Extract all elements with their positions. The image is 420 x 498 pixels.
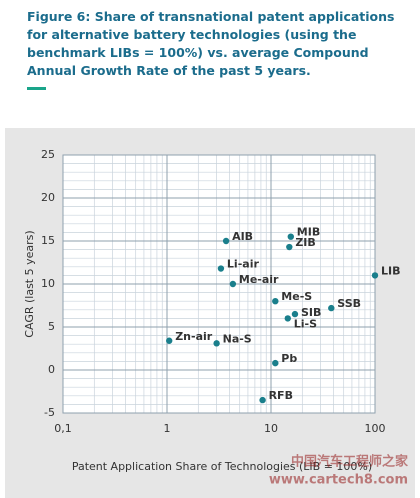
x-tick-label: 10 — [264, 422, 278, 435]
point-label: Zn-air — [175, 330, 213, 343]
point — [284, 315, 291, 322]
point-label: Li-air — [227, 258, 260, 271]
point — [291, 310, 299, 318]
x-tick-label: 1 — [164, 422, 171, 435]
point-label: Me-air — [239, 273, 279, 286]
x-tick-label: 100 — [365, 422, 386, 435]
y-tick-label: 15 — [41, 234, 55, 247]
y-tick-label: 20 — [41, 191, 55, 204]
point — [217, 265, 225, 272]
point — [287, 233, 294, 240]
point — [272, 298, 279, 305]
point — [222, 237, 230, 245]
y-axis-label: CAGR (last 5 years) — [23, 230, 36, 337]
y-tick-label: 0 — [48, 363, 55, 376]
point-label: AIB — [232, 230, 253, 243]
watermark: 中国汽车工程师之家 — [291, 454, 409, 470]
point-label: ZIB — [295, 236, 315, 249]
plot-border — [62, 154, 376, 414]
point-label: Me-S — [281, 290, 312, 303]
point — [371, 272, 379, 279]
y-tick-label: 10 — [41, 277, 55, 290]
point-label: Li-S — [294, 317, 317, 330]
point — [166, 337, 173, 344]
y-tick-label: -5 — [44, 406, 55, 419]
point-label: SSB — [337, 297, 361, 310]
point-label: LIB — [381, 264, 401, 277]
point — [229, 280, 237, 288]
point-label: SIB — [301, 306, 321, 319]
point — [272, 359, 279, 367]
point — [286, 243, 293, 251]
y-tick-label: 25 — [41, 148, 55, 161]
point-label: Pb — [281, 352, 297, 365]
x-axis-label: Patent Application Share of Technologies… — [72, 460, 372, 473]
point-label: RFB — [269, 389, 293, 402]
y-tick-label: 5 — [48, 320, 55, 333]
watermark: www.cartech8.com — [269, 473, 408, 488]
title-accent — [27, 87, 46, 90]
point — [213, 340, 220, 347]
chart-title: Figure 6: Share of transnational patent … — [27, 9, 395, 78]
point-label: MIB — [297, 226, 320, 239]
point — [259, 396, 266, 404]
x-tick-label: 0,1 — [54, 422, 72, 435]
point — [328, 304, 335, 312]
point-label: Na-S — [223, 332, 252, 345]
